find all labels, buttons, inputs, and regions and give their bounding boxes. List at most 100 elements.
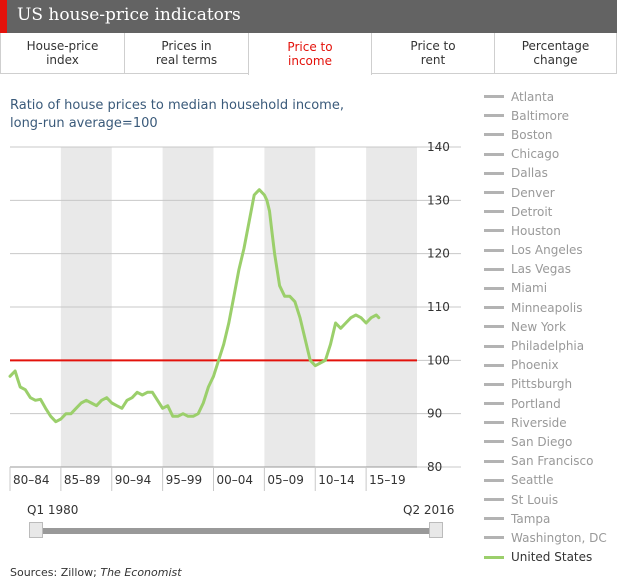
legend-label: Atlanta <box>511 89 555 104</box>
tab-percentage-change[interactable]: Percentage change <box>494 33 617 74</box>
legend-label: Seattle <box>511 473 554 488</box>
legend-swatch <box>484 325 504 329</box>
legend-swatch <box>484 478 504 482</box>
legend-swatch <box>484 210 504 214</box>
legend-swatch <box>484 267 504 271</box>
y-tick-label: 120 <box>427 247 450 261</box>
legend-item-riverside[interactable]: Riverside <box>484 413 617 432</box>
sources-prefix: Sources: Zillow; <box>10 566 101 579</box>
legend-label: Minneapolis <box>511 300 583 315</box>
legend-item-houston[interactable]: Houston <box>484 221 617 240</box>
legend-swatch <box>484 498 504 502</box>
legend-swatch <box>484 95 504 99</box>
legend-item-miami[interactable]: Miami <box>484 279 617 298</box>
tab-label: Price to income <box>287 40 333 68</box>
x-tick-label: 90–94 <box>115 473 152 487</box>
legend-label: Baltimore <box>511 108 570 123</box>
tab-price-to-income[interactable]: Price to income <box>248 33 372 75</box>
legend-label: Phoenix <box>511 358 559 373</box>
chart-subtitle: Ratio of house prices to median househol… <box>10 98 344 131</box>
legend-label: Portland <box>511 396 561 411</box>
tab-house-price-index[interactable]: House-price index <box>0 33 125 74</box>
legend-label: Riverside <box>511 415 567 430</box>
legend-item-portland[interactable]: Portland <box>484 394 617 413</box>
legend-label: United States <box>511 550 593 565</box>
legend-item-chicago[interactable]: Chicago <box>484 145 617 164</box>
legend-item-las-vegas[interactable]: Las Vegas <box>484 260 617 279</box>
x-tick-label: 80–84 <box>13 473 50 487</box>
legend-label: Los Angeles <box>511 243 583 258</box>
legend-item-san-francisco[interactable]: San Francisco <box>484 452 617 471</box>
range-end-handle[interactable] <box>429 522 443 538</box>
y-tick-label: 140 <box>427 140 450 154</box>
legend-label: Denver <box>511 185 555 200</box>
x-tick-label: 00–04 <box>217 473 254 487</box>
legend-label: Houston <box>511 223 561 238</box>
legend-swatch <box>484 133 504 137</box>
legend-swatch <box>484 363 504 367</box>
legend-label: Philadelphia <box>511 339 585 354</box>
legend-label: Miami <box>511 281 548 296</box>
legend-item-detroit[interactable]: Detroit <box>484 202 617 221</box>
brand-accent-mark <box>0 0 7 33</box>
legend-item-boston[interactable]: Boston <box>484 125 617 144</box>
legend-label: Boston <box>511 127 553 142</box>
range-start-handle[interactable] <box>29 522 43 538</box>
legend-item-phoenix[interactable]: Phoenix <box>484 356 617 375</box>
legend-label: Chicago <box>511 147 560 162</box>
legend-item-seattle[interactable]: Seattle <box>484 471 617 490</box>
legend-swatch <box>484 248 504 252</box>
legend-swatch <box>484 517 504 521</box>
legend-item-washington-dc[interactable]: Washington, DC <box>484 528 617 547</box>
legend-item-baltimore[interactable]: Baltimore <box>484 106 617 125</box>
legend-item-san-diego[interactable]: San Diego <box>484 432 617 451</box>
legend-label: New York <box>511 319 566 334</box>
title-bar: US house-price indicators <box>0 0 617 33</box>
series-line-united-states <box>8 188 381 424</box>
y-tick-label: 90 <box>427 407 442 421</box>
y-tick-label: 130 <box>427 193 450 207</box>
legend-label: San Francisco <box>511 454 594 469</box>
y-tick-label: 100 <box>427 353 450 367</box>
tab-label: House-price index <box>26 39 99 67</box>
tab-label: Prices in real terms <box>155 39 218 67</box>
legend-item-tampa[interactable]: Tampa <box>484 509 617 528</box>
legend-swatch <box>484 421 504 425</box>
legend-swatch <box>484 440 504 444</box>
legend-item-minneapolis[interactable]: Minneapolis <box>484 298 617 317</box>
x-tick-label: 15–19 <box>369 473 406 487</box>
date-range-track[interactable] <box>35 528 440 534</box>
city-legend: Atlanta Baltimore Boston Chicago Dallas Denve… <box>484 87 617 567</box>
legend-item-united-states[interactable]: United States <box>484 548 617 567</box>
legend-swatch <box>484 402 504 406</box>
legend-item-st-louis[interactable]: St Louis <box>484 490 617 509</box>
tab-bar: House-price index Prices in real terms P… <box>0 33 617 75</box>
legend-item-denver[interactable]: Denver <box>484 183 617 202</box>
legend-item-los-angeles[interactable]: Los Angeles <box>484 241 617 260</box>
legend-label: Tampa <box>511 511 551 526</box>
legend-item-atlanta[interactable]: Atlanta <box>484 87 617 106</box>
legend-swatch <box>484 382 504 386</box>
legend-label: Pittsburgh <box>511 377 573 392</box>
tab-prices-in-real-terms[interactable]: Prices in real terms <box>124 33 249 74</box>
sources-note: Sources: Zillow; The Economist <box>10 566 182 579</box>
x-tick-label: 85–89 <box>64 473 101 487</box>
tab-label: Price to rent <box>410 39 456 67</box>
price-to-income-chart: 80 90 100 110 120 130 140 80–84 85–89 90–94 95–99 0… <box>8 140 461 491</box>
slider-start-label: Q1 1980 <box>27 503 79 517</box>
x-tick-label: 95–99 <box>166 473 203 487</box>
legend-swatch <box>484 114 504 118</box>
legend-item-philadelphia[interactable]: Philadelphia <box>484 336 617 355</box>
legend-item-dallas[interactable]: Dallas <box>484 164 617 183</box>
legend-item-pittsburgh[interactable]: Pittsburgh <box>484 375 617 394</box>
tab-price-to-rent[interactable]: Price to rent <box>371 33 495 74</box>
tab-label: Percentage change <box>521 39 590 67</box>
y-tick-label: 80 <box>427 460 442 474</box>
legend-label: Detroit <box>511 204 553 219</box>
x-tick-label: 05–09 <box>267 473 304 487</box>
legend-item-new-york[interactable]: New York <box>484 317 617 336</box>
legend-swatch <box>484 306 504 310</box>
legend-swatch <box>484 152 504 156</box>
legend-swatch <box>484 191 504 195</box>
legend-swatch <box>484 536 504 540</box>
